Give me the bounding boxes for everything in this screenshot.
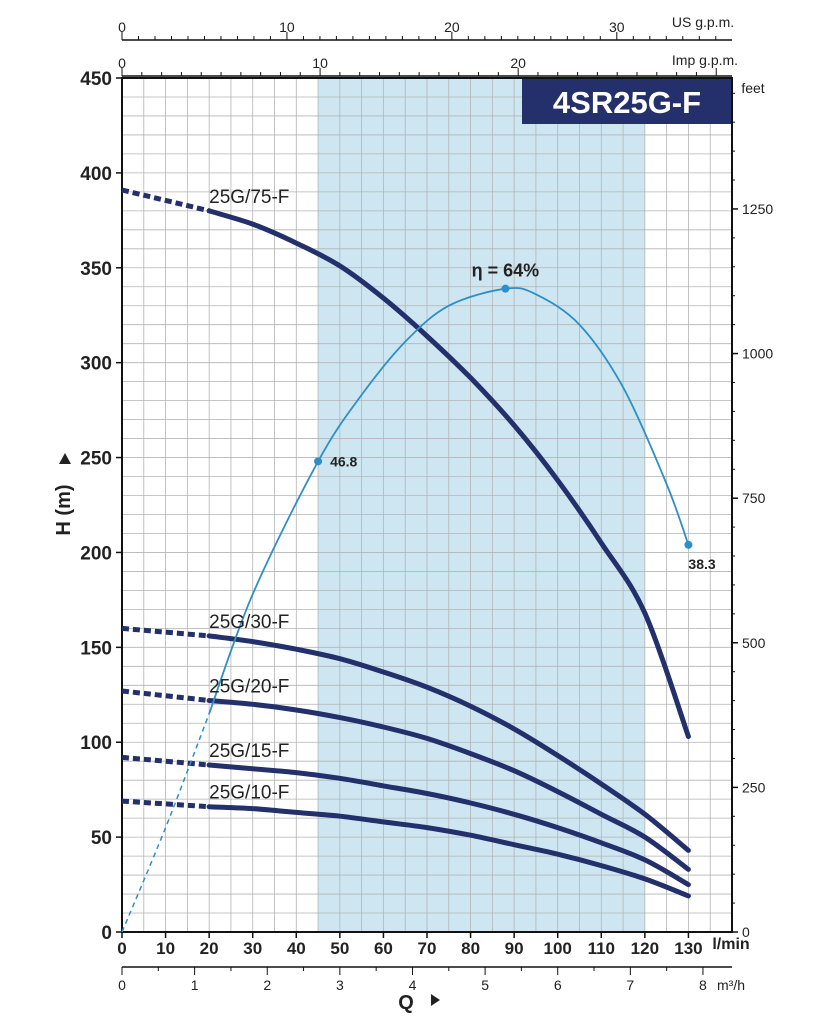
us-gpm-tick-label: 30 bbox=[609, 19, 625, 35]
y-tick-label: 100 bbox=[80, 733, 112, 754]
y-tick-label: 250 bbox=[80, 449, 112, 470]
efficiency-point bbox=[684, 540, 693, 549]
x-tick-label: 70 bbox=[418, 939, 437, 958]
head-curve-dashed-25g-30-f bbox=[121, 625, 210, 639]
x-tick-label: 0 bbox=[117, 939, 126, 958]
efficiency-curve bbox=[208, 287, 690, 715]
y-tick-label: 400 bbox=[80, 164, 112, 185]
x-tick-label: 110 bbox=[588, 939, 615, 958]
feet-axis-label: feet bbox=[741, 80, 764, 96]
x-tick-label: 30 bbox=[243, 939, 262, 958]
efficiency-point-label: 38.3 bbox=[688, 556, 715, 572]
title-box bbox=[522, 79, 731, 124]
chart-title: 4SR25G-F bbox=[553, 85, 701, 120]
imp-gpm-axis-label: Imp g.p.m. bbox=[672, 52, 738, 68]
imp-gpm-tick-label: 0 bbox=[118, 55, 126, 71]
feet-tick-label: 500 bbox=[742, 635, 766, 651]
y-tick-label: 200 bbox=[80, 543, 112, 564]
y-axis-label: H (m) bbox=[53, 484, 75, 535]
y-axis-arrow-icon bbox=[59, 453, 71, 464]
q-axis-label: Q bbox=[398, 992, 414, 1014]
series-label-25g-15-f: 25G/15-F bbox=[209, 741, 289, 762]
m3h-axis-label: m³/h bbox=[717, 977, 745, 993]
x-axis-unit-label: l/min bbox=[712, 936, 749, 953]
us-gpm-tick-label: 20 bbox=[444, 19, 460, 35]
y-tick-label: 0 bbox=[101, 923, 112, 944]
y-tick-label: 50 bbox=[91, 828, 112, 849]
efficiency-point bbox=[501, 284, 510, 293]
us-gpm-tick-label: 0 bbox=[118, 19, 126, 35]
x-tick-label: 80 bbox=[461, 939, 480, 958]
m3h-tick-label: 1 bbox=[191, 977, 199, 993]
head-curve-dashed-25g-20-f bbox=[121, 688, 210, 703]
series-label-25g-20-f: 25G/20-F bbox=[209, 676, 289, 697]
us-gpm-axis-label: US g.p.m. bbox=[672, 14, 734, 30]
operating-range-band bbox=[318, 78, 645, 932]
m3h-tick-label: 2 bbox=[263, 977, 271, 993]
m3h-tick-label: 7 bbox=[626, 977, 634, 993]
head-curve-25g-10-f bbox=[206, 804, 691, 899]
m3h-tick-label: 0 bbox=[118, 977, 126, 993]
series-label-25g-30-f: 25G/30-F bbox=[209, 612, 289, 633]
head-curve-dashed-25g-10-f bbox=[121, 798, 210, 810]
efficiency-point bbox=[314, 457, 323, 466]
x-tick-label: 40 bbox=[287, 939, 306, 958]
m3h-tick-label: 4 bbox=[409, 977, 417, 993]
efficiency-point-label: 46.8 bbox=[330, 453, 357, 469]
q-axis-arrow-icon bbox=[431, 994, 440, 1006]
efficiency-curve-dashed bbox=[121, 713, 210, 933]
m3h-tick-label: 8 bbox=[699, 977, 707, 993]
head-curve-25g-20-f bbox=[206, 698, 691, 872]
head-curve-dashed-25g-15-f bbox=[121, 754, 210, 768]
y-tick-label: 350 bbox=[80, 259, 112, 280]
m3h-tick-label: 5 bbox=[481, 977, 489, 993]
series-label-25g-75-f: 25G/75-F bbox=[209, 187, 289, 208]
efficiency-peak-label: η = 64% bbox=[472, 261, 540, 281]
feet-tick-label: 750 bbox=[742, 490, 766, 506]
x-tick-label: 120 bbox=[631, 939, 659, 958]
m3h-tick-label: 3 bbox=[336, 977, 344, 993]
x-tick-label: 50 bbox=[330, 939, 349, 958]
y-tick-label: 150 bbox=[80, 638, 112, 659]
x-tick-label: 90 bbox=[505, 939, 524, 958]
x-tick-label: 130 bbox=[674, 939, 702, 958]
feet-tick-label: 0 bbox=[742, 924, 750, 940]
imp-gpm-tick-label: 20 bbox=[510, 55, 526, 71]
head-curve-dashed-25g-75-f bbox=[121, 187, 210, 214]
imp-gpm-tick-label: 10 bbox=[312, 55, 328, 71]
head-curve-25g-75-f bbox=[206, 208, 691, 739]
y-tick-label: 450 bbox=[80, 69, 112, 90]
feet-tick-label: 250 bbox=[742, 779, 766, 795]
head-curve-25g-15-f bbox=[206, 762, 691, 888]
x-tick-label: 60 bbox=[374, 939, 393, 958]
feet-tick-label: 1250 bbox=[742, 201, 773, 217]
y-tick-label: 300 bbox=[80, 354, 112, 375]
m3h-tick-label: 6 bbox=[554, 977, 562, 993]
head-curve-25g-30-f bbox=[206, 633, 691, 853]
us-gpm-tick-label: 10 bbox=[279, 19, 295, 35]
x-tick-label: 100 bbox=[544, 939, 572, 958]
x-tick-label: 20 bbox=[200, 939, 219, 958]
x-tick-label: 10 bbox=[156, 939, 175, 958]
feet-tick-label: 1000 bbox=[742, 346, 773, 362]
series-label-25g-10-f: 25G/10-F bbox=[209, 783, 289, 804]
